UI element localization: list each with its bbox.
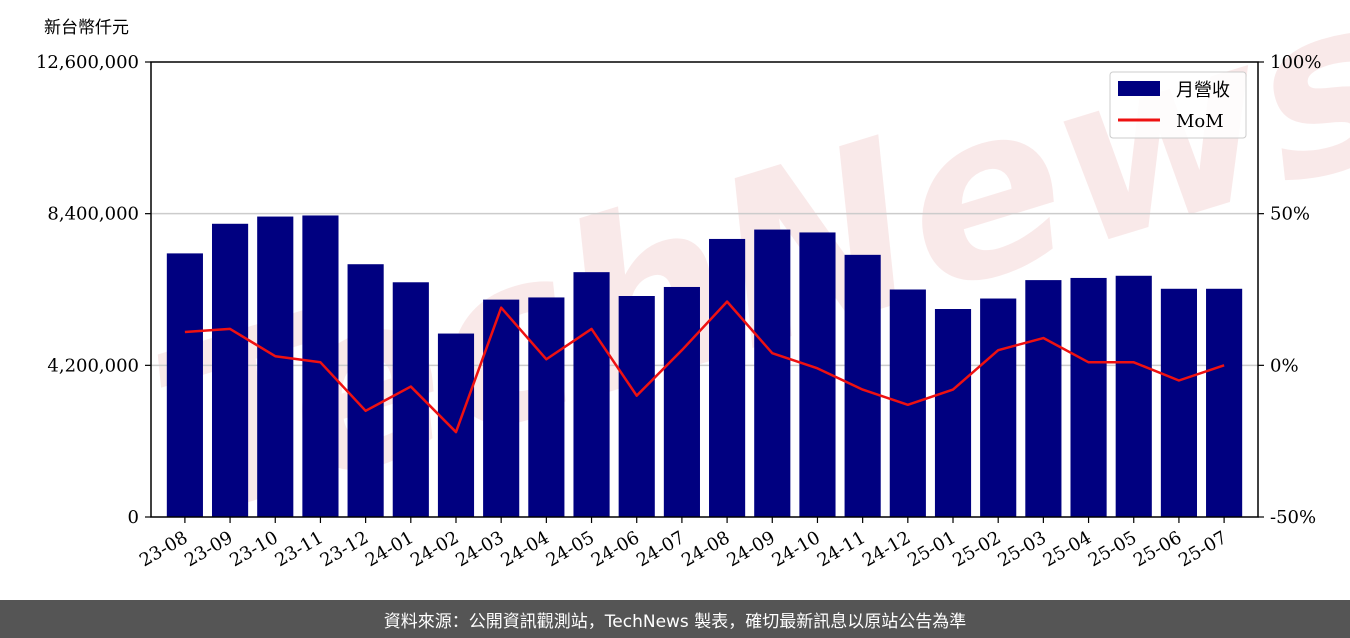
x-tick-label: 24-01 [362,527,417,571]
x-tick-label: 24-04 [497,527,552,571]
bar [483,299,520,517]
bar [1115,275,1152,517]
x-tick-label: 24-08 [678,527,733,571]
x-tick-label: 24-02 [407,527,462,571]
x-tick-label: 24-06 [588,527,643,571]
bar [211,223,249,517]
bar [573,272,610,517]
bar [1070,277,1107,517]
bar [844,254,881,518]
x-tick-label: 25-07 [1175,527,1230,571]
legend-bar-label: 月營收 [1176,80,1230,101]
left-tick-label: 4,200,000 [47,355,139,376]
x-tick-label: 25-03 [994,527,1049,571]
bar [166,253,203,517]
bar [437,333,475,517]
left-tick-label: 0 [128,507,139,528]
x-tick-label: 25-02 [949,527,1004,571]
left-tick-label: 8,400,000 [47,204,139,225]
right-tick-label: 50% [1270,204,1310,225]
bar [1206,288,1243,517]
right-tick-label: 100% [1270,52,1321,73]
bar [663,286,700,517]
mom-line [184,300,1225,434]
bar [257,216,294,518]
legend-line-label: MoM [1176,111,1224,132]
plot-frame [150,61,1259,518]
right-tick-label: 0% [1270,355,1299,376]
bar [347,264,384,517]
left-tick-label: 12,600,000 [36,52,139,73]
x-tick-label: 24-05 [543,527,598,571]
bar [934,309,972,517]
bar [754,229,791,518]
bar [302,215,339,517]
bar [980,298,1017,517]
x-tick-label: 25-04 [1040,527,1095,571]
x-tick-label: 24-03 [452,527,507,571]
left-axis-ticks: 0 4,200,000 8,400,000 12,600,000 [36,52,151,528]
x-tick-label: 24-09 [723,527,778,571]
x-tick-label: 24-12 [859,527,914,571]
bar [1160,288,1198,517]
x-tick-label: 24-11 [814,527,869,571]
x-tick-label: 24-07 [633,527,688,571]
bar [709,238,746,517]
x-tick-label: 24-10 [769,527,824,571]
legend-bar-swatch [1118,81,1160,96]
bar [528,297,565,517]
legend: 月營收 MoM [1109,71,1247,139]
right-tick-label: -50% [1270,507,1316,528]
bar [889,289,926,517]
right-axis-ticks: -50% 0% 50% 100% [1258,52,1321,528]
bar [1025,280,1062,517]
x-tick-label: 23-08 [136,527,191,571]
bar [618,296,655,517]
y-axis-unit-label: 新台幣仟元 [44,18,129,38]
footer-source-note: 資料來源：公開資訊觀測站，TechNews 製表，確切最新訊息以原站公告為準 [0,600,1350,638]
bar-series [166,215,1243,518]
x-tick-label: 25-05 [1085,527,1140,571]
x-tick-label: 25-06 [1130,527,1185,571]
chart-svg: TechNews 新台幣仟元 04,200,0008,400,00012,600… [36,0,1350,573]
x-tick-label: 25-01 [904,527,959,571]
